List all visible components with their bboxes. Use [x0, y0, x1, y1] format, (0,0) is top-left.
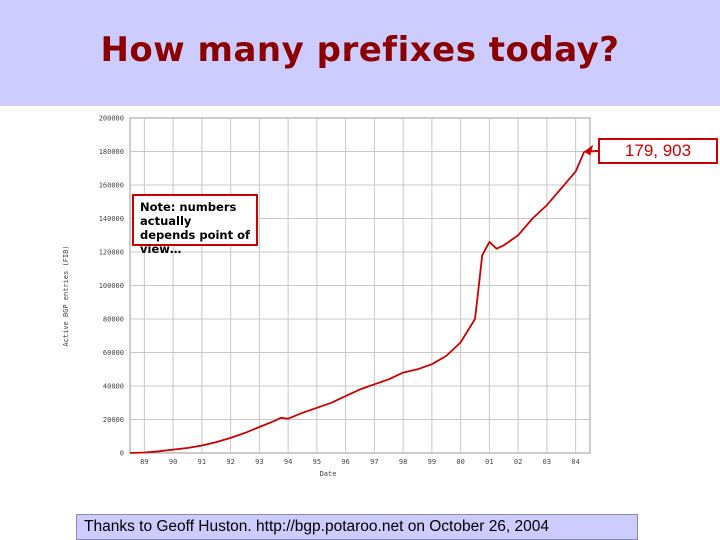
value-callout: 179, 903 — [598, 138, 718, 164]
x-tick-label: 94 — [284, 458, 292, 466]
series-group — [129, 144, 599, 454]
series-line — [129, 151, 586, 454]
y-tick-label: 100000 — [99, 282, 124, 290]
x-tick-label: 91 — [198, 458, 206, 466]
y-tick-label: 140000 — [99, 215, 124, 223]
y-tick-label: 120000 — [99, 249, 124, 257]
x-tick-label: 04 — [571, 458, 579, 466]
y-tick-label: 200000 — [99, 115, 124, 123]
x-tick-labels: 89 90 91 92 93 94 95 96 97 98 99 00 01 02 03 04 — [140, 458, 580, 466]
x-tick-label: 00 — [456, 458, 464, 466]
x-tick-label: 90 — [169, 458, 177, 466]
chart-grid — [129, 117, 591, 454]
y-tick-label: 0 — [120, 450, 124, 458]
callout-arrowhead — [584, 144, 594, 156]
x-tick-label: 89 — [140, 458, 148, 466]
y-tick-label: 160000 — [99, 182, 124, 190]
y-tick-label: 60000 — [103, 349, 124, 357]
y-tick-label: 40000 — [103, 383, 124, 391]
x-tick-label: 99 — [428, 458, 436, 466]
title-band: How many prefixes today? — [0, 0, 720, 106]
note-box: Note: numbers actually depends point of … — [132, 194, 258, 256]
x-tick-label: 01 — [485, 458, 493, 466]
x-tick-label: 02 — [514, 458, 522, 466]
bgp-growth-chart: 89 90 91 92 93 94 95 96 97 98 99 00 01 02 03 04 0 20000 4… — [62, 115, 599, 478]
y-axis-label: Active BGP entries (FIB) — [62, 245, 70, 346]
source-footer: Thanks to Geoff Huston. http://bgp.potar… — [76, 514, 638, 540]
x-tick-label: 97 — [370, 458, 378, 466]
x-axis-label: Date — [320, 470, 337, 478]
x-tick-label: 98 — [399, 458, 407, 466]
x-tick-label: 92 — [226, 458, 234, 466]
y-tick-label: 80000 — [103, 316, 124, 324]
slide-title: How many prefixes today? — [100, 30, 620, 70]
x-tick-label: 93 — [255, 458, 263, 466]
y-tick-label: 180000 — [99, 148, 124, 156]
y-tick-labels: 0 20000 40000 60000 80000 100000 120000 140000 1… — [99, 115, 124, 458]
x-tick-label: 96 — [341, 458, 349, 466]
x-tick-label: 95 — [313, 458, 321, 466]
x-tick-label: 03 — [543, 458, 551, 466]
y-tick-label: 20000 — [103, 416, 124, 424]
